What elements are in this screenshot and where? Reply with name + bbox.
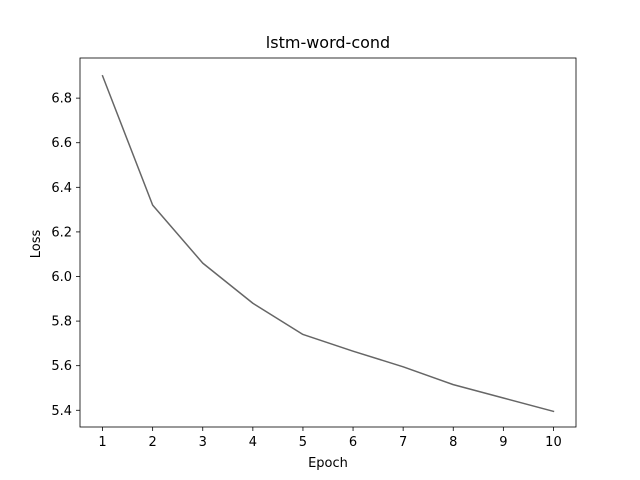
x-tick-label: 10 bbox=[545, 435, 562, 450]
x-tick-label: 7 bbox=[399, 435, 407, 450]
y-tick-label: 6.4 bbox=[51, 181, 72, 196]
y-axis-label: Loss bbox=[29, 230, 44, 259]
y-tick-label: 6.0 bbox=[51, 270, 72, 285]
x-tick-label: 5 bbox=[299, 435, 307, 450]
x-axis-label: Epoch bbox=[308, 456, 348, 471]
x-tick-label: 3 bbox=[199, 435, 207, 450]
x-tick-label: 8 bbox=[449, 435, 457, 450]
x-tick-label: 4 bbox=[249, 435, 257, 450]
series-line bbox=[101, 74, 555, 413]
chart-title: lstm-word-cond bbox=[266, 33, 390, 52]
plot-area bbox=[101, 74, 555, 413]
x-tick-label: 9 bbox=[499, 435, 507, 450]
y-tick-label: 5.8 bbox=[51, 315, 72, 330]
axes-frame bbox=[79, 57, 577, 428]
y-tick-label: 5.4 bbox=[51, 404, 72, 419]
y-tick-label: 6.8 bbox=[51, 92, 72, 107]
y-tick-label: 5.6 bbox=[51, 359, 72, 374]
y-tick-label: 6.2 bbox=[51, 225, 72, 240]
axes: 1 2 3 4 5 6 7 8 9 10 5.4 5.6 5.8 6.0 6.2 6.4 6.6 6.8 bbox=[51, 57, 577, 450]
y-tick-label: 6.6 bbox=[51, 136, 72, 151]
x-tick-label: 6 bbox=[349, 435, 357, 450]
x-tick-label: 1 bbox=[98, 435, 106, 450]
x-tick-label: 2 bbox=[149, 435, 157, 450]
